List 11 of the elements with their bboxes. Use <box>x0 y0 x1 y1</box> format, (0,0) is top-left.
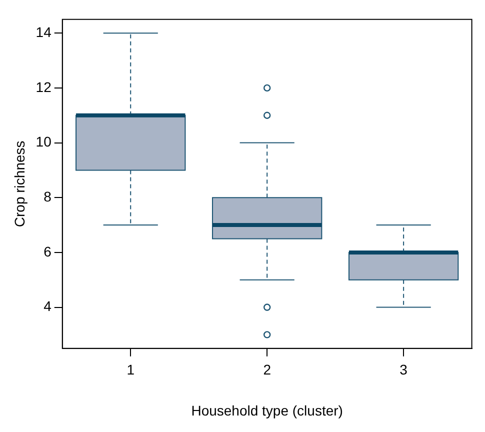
y-tick-label: 12 <box>36 78 52 95</box>
y-axis-title: Crop richness <box>11 140 28 228</box>
y-tick-label: 6 <box>44 243 52 260</box>
y-tick-label: 10 <box>36 134 52 150</box>
y-tick-label: 4 <box>44 298 52 314</box>
x-tick-label: 3 <box>400 362 408 378</box>
y-tick-label: 8 <box>44 188 52 204</box>
y-tick-label: 14 <box>36 24 52 40</box>
x-axis-title: Household type (cluster) <box>191 402 343 418</box>
x-tick-label: 2 <box>263 362 272 378</box>
x-tick-label: 1 <box>126 362 135 378</box>
